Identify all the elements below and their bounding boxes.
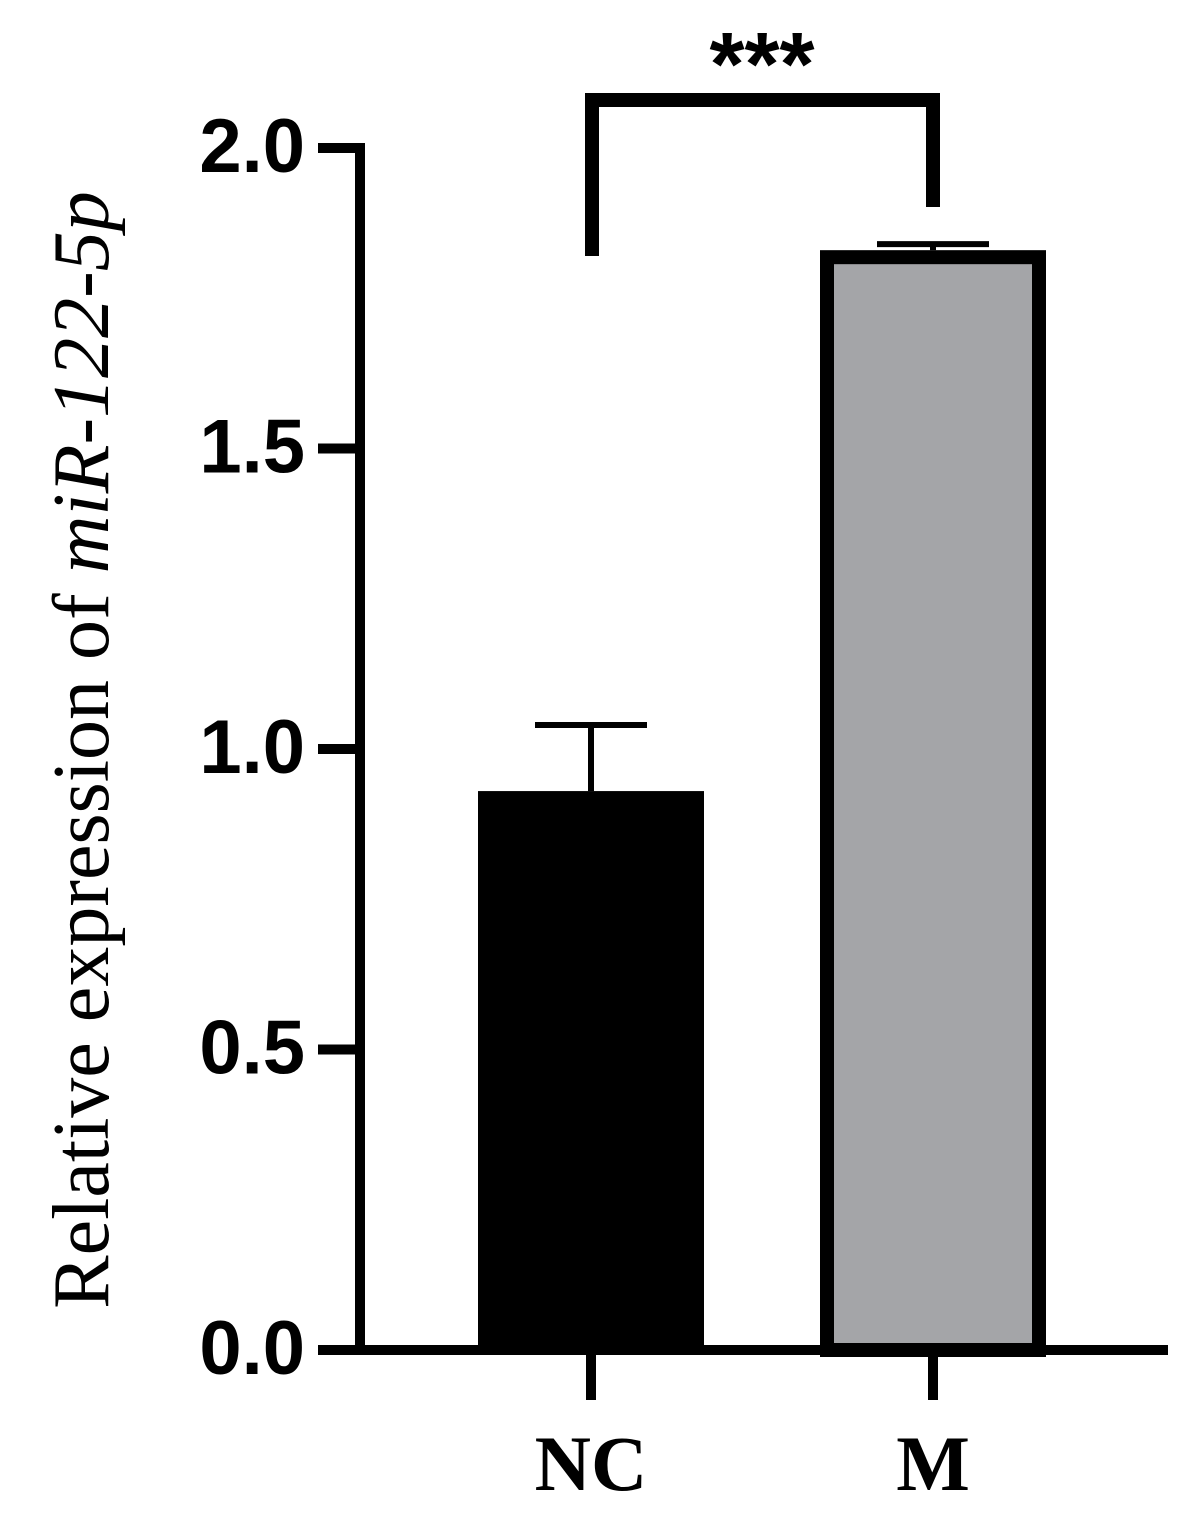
error-bar: [877, 241, 989, 251]
y-tick-label: 0.5: [199, 1006, 305, 1091]
bar: [820, 250, 1046, 1357]
y-tick-label: 1.5: [199, 405, 305, 490]
significance-bracket: [585, 93, 940, 256]
y-axis-label: Relative expression of miR-122-5p: [38, 191, 126, 1309]
significance-stars: ***: [709, 15, 814, 115]
x-tick-label: M: [896, 1420, 970, 1507]
x-tick-label: NC: [535, 1420, 648, 1507]
error-bar: [535, 721, 647, 792]
y-label-text: Relative expression of: [38, 593, 126, 1309]
y-tick-label: 1.0: [199, 705, 305, 790]
bar: [478, 791, 704, 1350]
y-label-italic: miR-122-5p: [38, 191, 126, 573]
y-tick-label: 2.0: [199, 104, 305, 189]
y-tick-label: 0.0: [199, 1306, 305, 1391]
